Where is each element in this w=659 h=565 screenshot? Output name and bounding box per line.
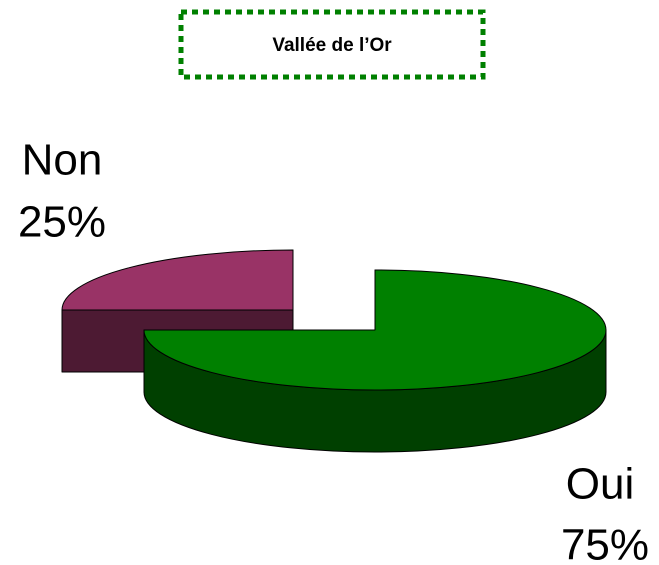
slice-label: Non — [22, 136, 103, 185]
slice-top — [61, 249, 294, 311]
title-box — [178, 9, 486, 80]
slice-label: Oui — [566, 460, 634, 509]
slice-value: 75% — [561, 521, 649, 565]
slice-top — [143, 269, 607, 391]
chart-title: Vallée de l’Or — [272, 35, 392, 56]
slice-value: 25% — [18, 198, 106, 247]
